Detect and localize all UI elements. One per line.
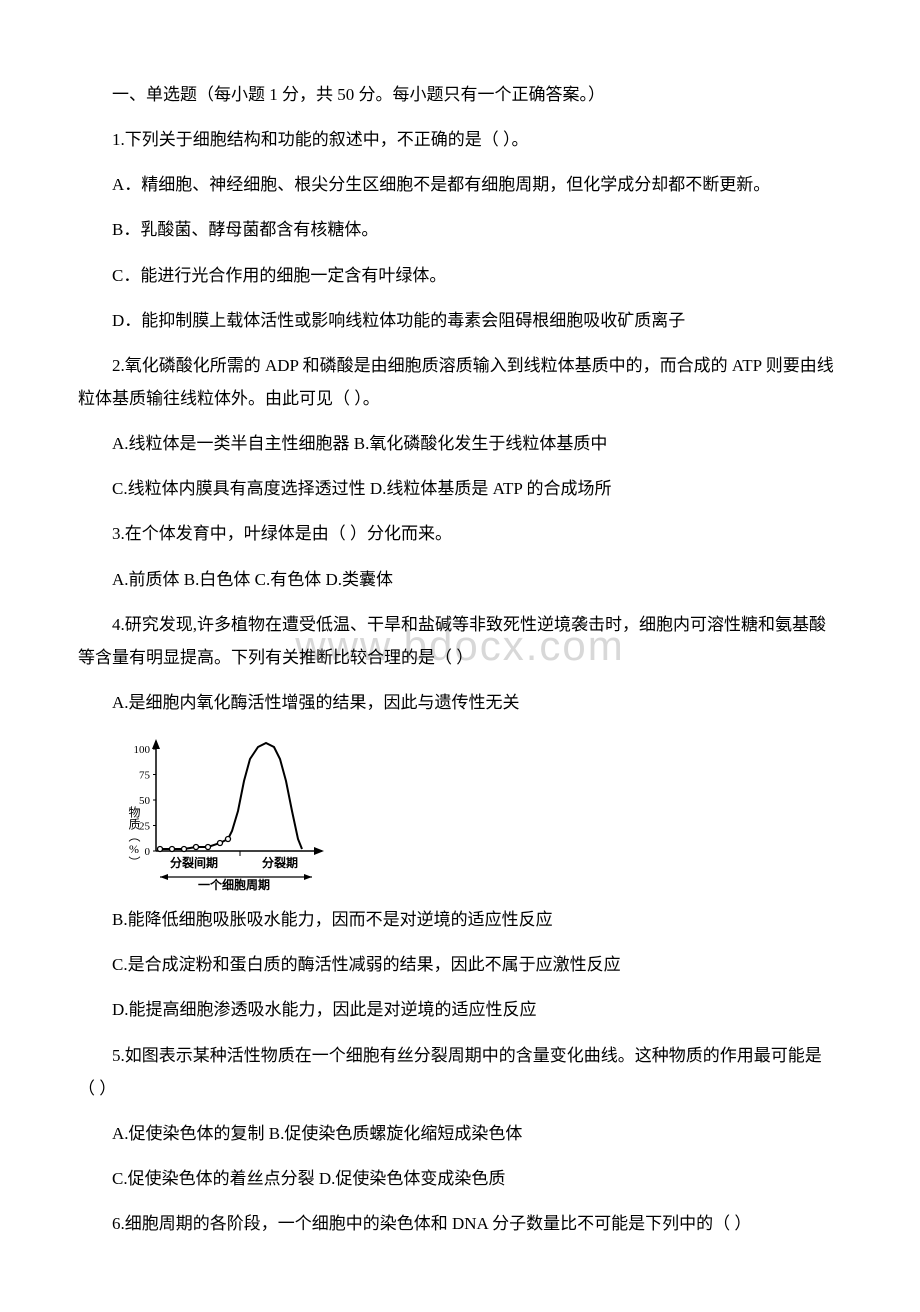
section-header: 一、单选题（每小题 1 分，共 50 分。每小题只有一个正确答案。）: [78, 78, 842, 111]
q5-stem: 5.如图表示某种活性物质在一个细胞有丝分裂周期中的含量变化曲线。这种物质的作用最…: [78, 1039, 842, 1105]
q2-stem: 2.氧化磷酸化所需的 ADP 和磷酸是由细胞质溶质输入到线粒体基质中的，而合成的…: [78, 349, 842, 415]
svg-text:一个细胞周期: 一个细胞周期: [198, 877, 270, 891]
q4-option-a: A.是细胞内氧化酶活性增强的结果，因此与遗传性无关: [78, 686, 842, 719]
svg-text:100: 100: [134, 744, 151, 756]
svg-text:75: 75: [139, 770, 151, 782]
q4-stem: 4.研究发现,许多植物在遭受低温、干旱和盐碱等非致死性逆境袭击时，细胞内可溶性糖…: [78, 608, 842, 674]
q4-option-c: C.是合成淀粉和蛋白质的酶活性减弱的结果，因此不属于应激性反应: [78, 948, 842, 981]
q5-chart: 0255075100物质（%）分裂间期分裂期一个细胞周期: [122, 731, 842, 891]
q1-option-a: A．精细胞、神经细胞、根尖分生区细胞不是都有细胞周期，但化学成分却都不断更新。: [78, 168, 842, 201]
q1-option-d: D．能抑制膜上载体活性或影响线粒体功能的毒素会阻碍根细胞吸收矿质离子: [78, 304, 842, 337]
q5-options-ab: A.促使染色体的复制 B.促使染色质螺旋化缩短成染色体: [78, 1117, 842, 1150]
q6-stem: 6.细胞周期的各阶段，一个细胞中的染色体和 DNA 分子数量比不可能是下列中的（…: [78, 1207, 842, 1240]
q1-option-c: C．能进行光合作用的细胞一定含有叶绿体。: [78, 259, 842, 292]
q5-options-cd: C.促使染色体的着丝点分裂 D.促使染色体变成染色质: [78, 1162, 842, 1195]
q2-options-ab: A.线粒体是一类半自主性细胞器 B.氧化磷酸化发生于线粒体基质中: [78, 427, 842, 460]
q1-stem: 1.下列关于细胞结构和功能的叙述中，不正确的是（ ）。: [78, 123, 842, 156]
q3-stem: 3.在个体发育中，叶绿体是由（ ）分化而来。: [78, 517, 842, 550]
q1-option-b: B．乳酸菌、酵母菌都含有核糖体。: [78, 213, 842, 246]
q4-option-b: B.能降低细胞吸胀吸水能力，因而不是对逆境的适应性反应: [78, 903, 842, 936]
q2-options-cd: C.线粒体内膜具有高度选择透过性 D.线粒体基质是 ATP 的合成场所: [78, 472, 842, 505]
svg-text:分裂间期: 分裂间期: [170, 855, 218, 870]
svg-text:物质（%）: 物质（%）: [127, 806, 141, 868]
chart-svg: 0255075100物质（%）分裂间期分裂期一个细胞周期: [122, 731, 332, 891]
svg-text:0: 0: [145, 846, 151, 858]
q3-options: A.前质体 B.白色体 C.有色体 D.类囊体: [78, 563, 842, 596]
svg-text:分裂期: 分裂期: [262, 855, 298, 870]
q4-option-d: D.能提高细胞渗透吸水能力，因此是对逆境的适应性反应: [78, 993, 842, 1026]
